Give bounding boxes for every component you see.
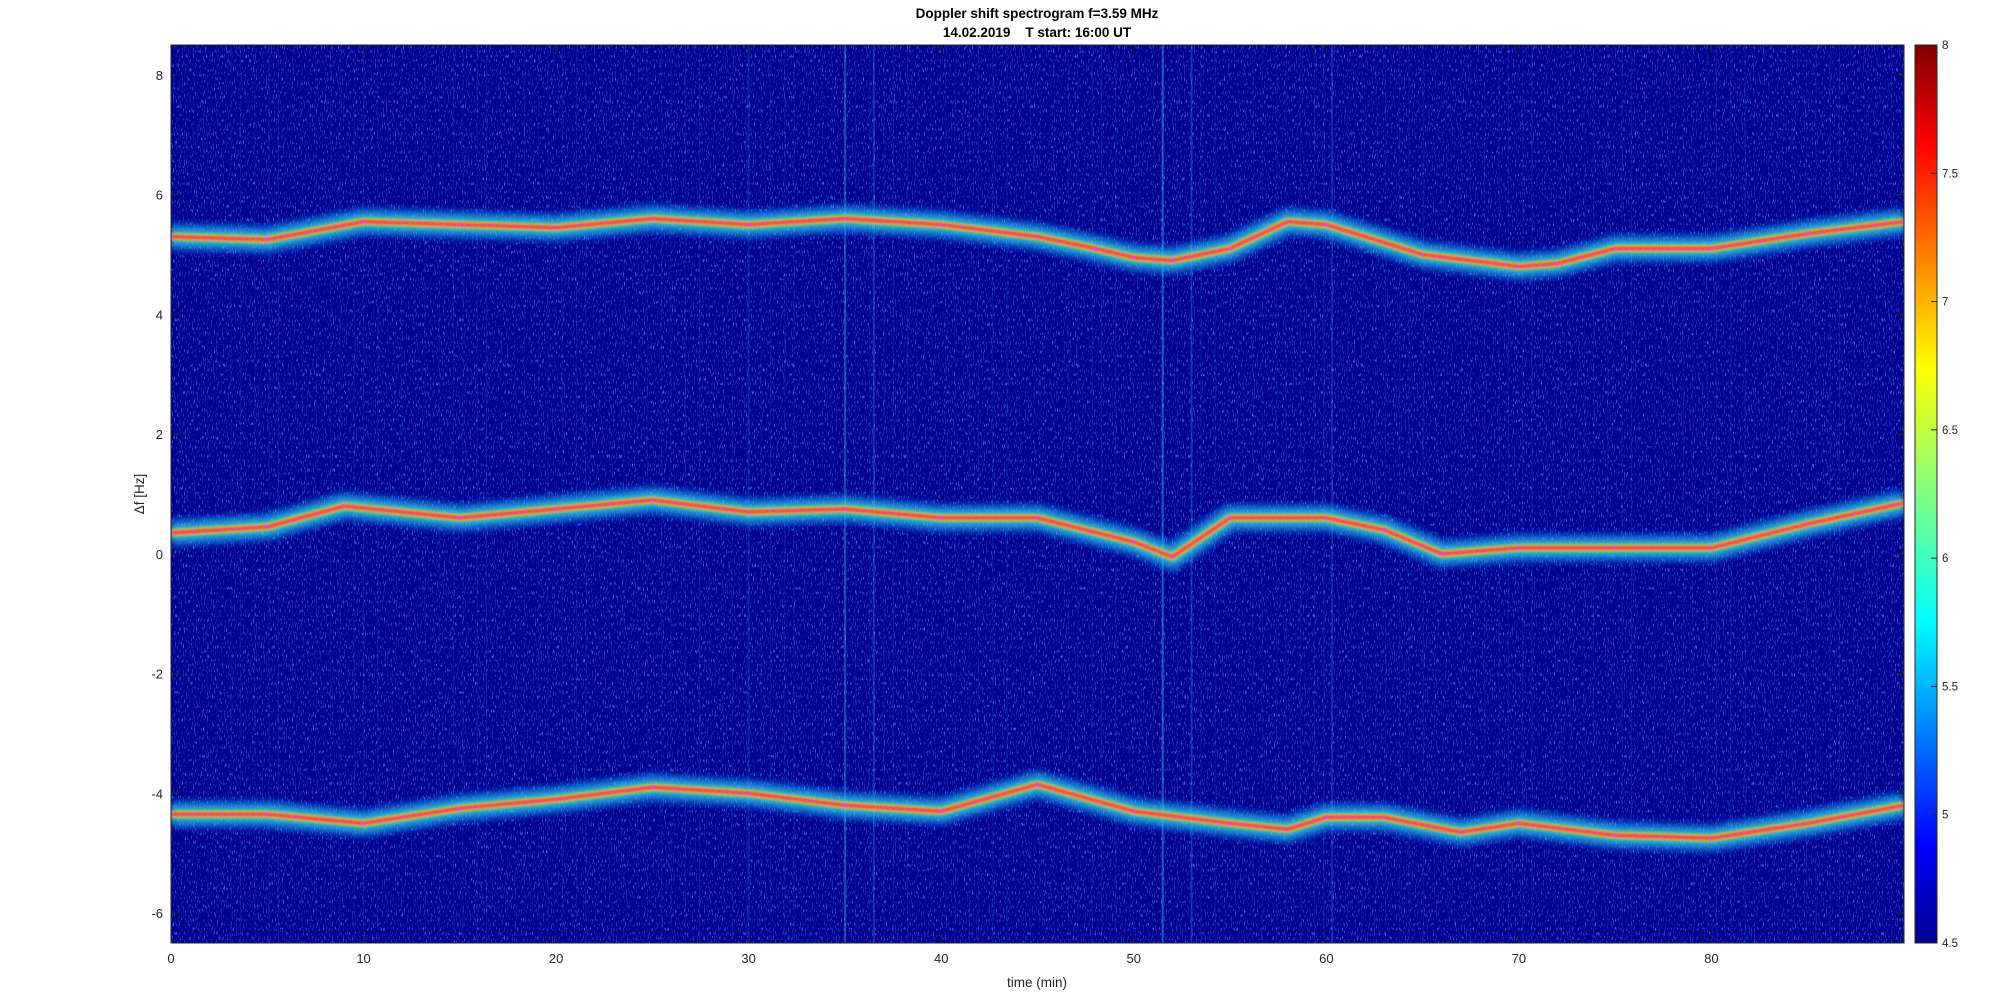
x-tick-label: 10 [356,951,370,966]
y-axis: -6 -4 -2 0 2 4 6 8 [151,68,1904,921]
trace-point [1806,522,1810,526]
trace-point [1036,235,1039,239]
trace-point [1709,836,1713,840]
trace-point [843,507,847,511]
colorbar-ticks: 4.5 5 5.5 6 6.5 7 7.5 8 [1931,40,1958,950]
trace-point [1093,247,1097,250]
colorbar [1914,44,1938,944]
colorbar-tick-label: 5 [1942,810,1948,822]
trace-point [1613,247,1617,250]
colorbar-tick-label: 5.5 [1942,681,1958,693]
trace-point [362,821,366,825]
trace-point [265,812,269,816]
trace-point [1709,546,1713,550]
trace-point [747,223,751,227]
x-axis: 0 10 20 30 40 50 60 70 80 [167,45,1719,966]
y-tick-label: -4 [151,786,163,801]
trace-point [650,217,654,221]
trace-point [554,507,558,511]
chart-subtitle: 14.02.2019 T start: 16:00 UT [943,25,1132,40]
trace-point [362,220,366,224]
x-tick-label: 40 [934,951,948,966]
trace-point [265,238,269,242]
x-tick-label: 50 [1127,951,1141,966]
y-axis-label: Δf [Hz] [132,474,147,515]
trace-point [1613,833,1617,837]
colorbar-tick-label: 8 [1942,40,1948,52]
trace-point [554,226,558,230]
trace-point [650,498,654,502]
trace-point [458,806,462,810]
colorbar-tick-label: 6.5 [1942,425,1958,437]
trace-fit-line [171,499,1904,558]
chart-title: Doppler shift spectrogram f=3.59 MHz [916,6,1159,21]
trace-point [939,809,943,813]
y-tick-label: 0 [156,547,163,562]
trace-point [1517,265,1521,268]
trace-point [1382,815,1386,819]
y-tick-label: -6 [151,906,163,921]
trace-point [1132,540,1136,544]
trace-point [265,525,269,529]
colorbar-tick-label: 4.5 [1942,938,1958,950]
trace-point [458,223,462,227]
y-tick-label: 4 [156,307,163,322]
trace-point [1228,516,1232,520]
trace-point [1036,782,1039,786]
doppler-traces [171,204,1904,853]
trace-point [1228,247,1232,250]
plot-frame [170,44,1905,944]
colorbar-tick-label: 6 [1942,553,1948,565]
trace-point [747,510,751,514]
trace-point [342,504,346,508]
trace-point [1286,220,1290,224]
y-tick-label: 6 [156,188,163,203]
x-tick-label: 80 [1704,951,1718,966]
trace-point [1555,262,1559,265]
y-tick-label: 8 [156,68,163,83]
trace-point [1709,247,1713,250]
trace-point [1806,232,1810,236]
trace-point [1228,821,1232,825]
trace-point [939,516,943,520]
vertical-streaks [178,45,1893,943]
plot-area [171,45,1904,943]
x-axis-label: time (min) [1007,975,1067,990]
trace-point [650,785,654,789]
colorbar-tick-label: 7 [1942,297,1948,309]
trace-point [1421,253,1425,256]
y-tick-label: -2 [151,667,163,682]
trace-point [1324,815,1328,819]
trace-point [1132,256,1136,259]
x-tick-label: 0 [167,951,174,966]
trace-point [1806,821,1810,825]
trace-point [939,223,943,227]
trace-point [1132,809,1136,813]
trace-point [1036,516,1039,520]
trace-point [843,803,847,807]
trace-point [1324,223,1328,227]
x-tick-label: 70 [1512,951,1526,966]
trace-point [747,791,751,795]
trace-point [843,217,847,221]
trace-point [1324,516,1328,520]
trace-point [1170,555,1174,559]
colorbar-tick-label: 7.5 [1942,168,1958,180]
x-tick-label: 20 [549,951,563,966]
trace-point [1517,821,1521,825]
y-tick-label: 2 [156,427,163,442]
trace-point [1286,827,1290,831]
x-tick-label: 30 [741,951,755,966]
trace-point [1459,830,1463,834]
x-tick-label: 60 [1319,951,1333,966]
trace-point [1517,546,1521,550]
trace-point [1613,546,1617,550]
trace-point [458,516,462,520]
trace-point [1170,259,1174,262]
trace-point [554,797,558,801]
trace-point [1440,552,1444,556]
trace-point [1382,528,1386,532]
